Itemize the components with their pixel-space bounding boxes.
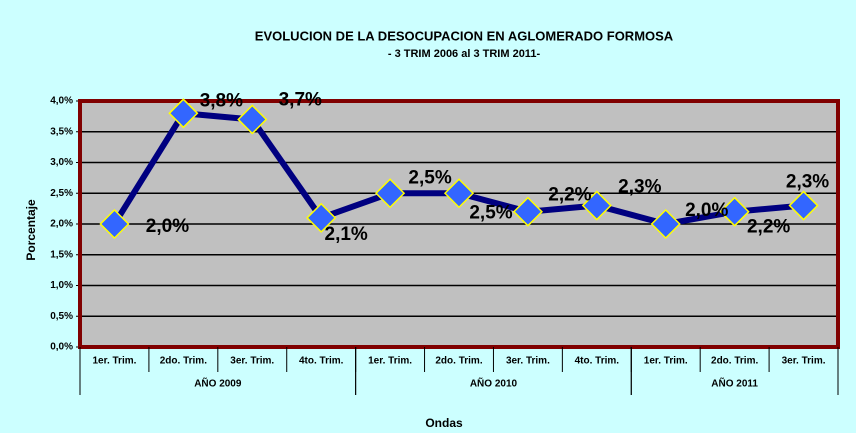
y-tick-label: 2,0% [50,219,73,230]
x-tick-label: 2do. Trim. [435,356,482,367]
y-axis-title: Porcentaje [24,199,38,261]
chart-title: EVOLUCION DE LA DESOCUPACION EN AGLOMERA… [255,28,674,43]
group-label: AÑO 2010 [470,377,518,390]
data-point [719,196,750,227]
y-tick-label: 1,0% [50,280,73,291]
data-point [650,208,681,240]
group-label: AÑO 2009 [194,377,242,390]
data-label: 3,8% [200,90,243,111]
plot-border [78,99,840,349]
data-label: 2,2% [747,217,790,238]
x-tick-label: 3er. Trim. [506,356,550,367]
data-point [99,208,130,240]
data-point [443,178,475,209]
x-tick-label: 4to. Trim. [575,356,620,367]
y-tick-label: 2,5% [50,188,73,199]
x-tick-label: 3er. Trim. [230,356,274,367]
data-label: 2,0% [146,216,189,237]
data-label: 2,3% [618,177,661,198]
x-tick-label: 4to. Trim. [299,356,344,367]
y-tick-label: 1,5% [50,249,73,260]
data-label: 2,2% [548,185,591,206]
x-tick-label: 3er. Trim. [782,356,826,367]
x-tick-label: 1er. Trim. [92,356,136,367]
x-tick-label: 1er. Trim. [368,356,412,367]
group-label: AÑO 2011 [711,377,758,390]
data-label: 2,5% [469,202,512,223]
data-point [168,98,199,129]
data-point [306,202,337,233]
data-label: 2,5% [408,167,451,188]
y-tick-label: 0,0% [50,342,73,353]
chart-subtitle: - 3 TRIM 2006 al 3 TRIM 2011- [388,48,541,60]
data-label: 2,0% [685,200,728,221]
data-point [237,104,268,135]
y-tick-label: 4,0% [50,96,73,107]
data-point [788,190,819,221]
y-tick-label: 3,0% [50,157,73,168]
y-tick-label: 0,5% [50,311,73,322]
y-tick-label: 3,5% [50,126,73,137]
data-label: 2,1% [325,224,368,245]
x-axis-title: Ondas [425,416,463,430]
data-label: 3,7% [279,89,322,110]
x-tick-label: 2do. Trim. [711,356,758,367]
data-point [581,190,612,221]
x-tick-label: 2do. Trim. [160,356,207,367]
data-point [375,178,406,209]
data-point [512,196,543,227]
data-label: 2,3% [786,172,829,193]
x-tick-label: 1er. Trim. [644,356,688,367]
